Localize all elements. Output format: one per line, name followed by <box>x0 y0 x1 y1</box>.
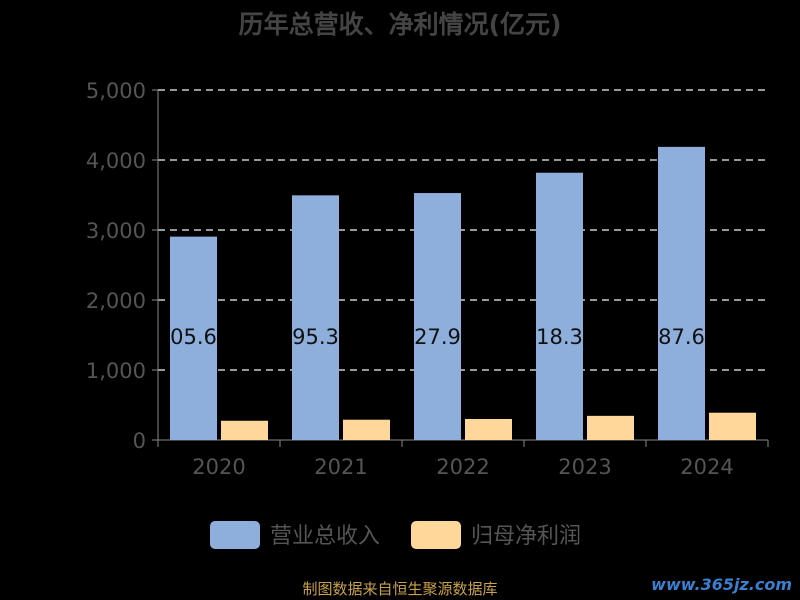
watermark: www.365jz.com <box>651 575 792 594</box>
x-tick-label: 2020 <box>192 455 245 479</box>
y-tick-label: 5,000 <box>86 79 146 103</box>
legend-swatch-net-profit <box>411 521 461 549</box>
legend-label-revenue: 营业总收入 <box>270 524 380 549</box>
bar-net-profit[interactable] <box>465 419 512 440</box>
legend-item-net-profit[interactable]: 归母净利润 <box>411 521 581 549</box>
bar-net-profit[interactable] <box>587 415 634 440</box>
source-note: 制图数据来自恒生聚源数据库 <box>302 580 498 598</box>
y-tick-label: 3,000 <box>86 219 146 243</box>
bars <box>170 146 756 441</box>
bar-revenue[interactable] <box>170 236 217 440</box>
legend: 营业总收入 归母净利润 <box>210 521 581 549</box>
x-tick-label: 2024 <box>680 455 733 479</box>
chart-title: 历年总营收、净利情况(亿元) <box>239 10 562 39</box>
x-tick-label: 2022 <box>436 455 489 479</box>
data-label-revenue: 95.3 <box>292 325 339 349</box>
data-label-revenue: 87.6 <box>658 325 705 349</box>
y-tick-label: 0 <box>133 429 146 453</box>
data-label-revenue: 05.6 <box>170 325 217 349</box>
x-axis-ticks: 2020 2021 2022 2023 2024 <box>157 440 769 479</box>
bar-revenue[interactable] <box>414 193 461 440</box>
legend-item-revenue[interactable]: 营业总收入 <box>210 521 380 549</box>
bar-revenue[interactable] <box>292 195 339 440</box>
legend-swatch-revenue <box>210 521 260 549</box>
legend-label-net-profit: 归母净利润 <box>471 524 581 549</box>
y-tick-label: 1,000 <box>86 359 146 383</box>
y-tick-label: 2,000 <box>86 289 146 313</box>
y-axis-ticks: 0 1,000 2,000 3,000 4,000 5,000 <box>86 79 158 453</box>
data-label-revenue: 18.3 <box>536 325 583 349</box>
x-tick-label: 2023 <box>558 455 611 479</box>
bar-net-profit[interactable] <box>343 419 390 440</box>
bar-net-profit[interactable] <box>221 420 268 440</box>
y-tick-label: 4,000 <box>86 149 146 173</box>
data-labels: 05.6 95.3 27.9 18.3 87.6 <box>170 325 705 349</box>
data-label-revenue: 27.9 <box>414 325 461 349</box>
bar-revenue[interactable] <box>536 172 583 440</box>
x-tick-label: 2021 <box>314 455 367 479</box>
bar-revenue[interactable] <box>658 146 705 441</box>
bar-net-profit[interactable] <box>709 412 756 440</box>
